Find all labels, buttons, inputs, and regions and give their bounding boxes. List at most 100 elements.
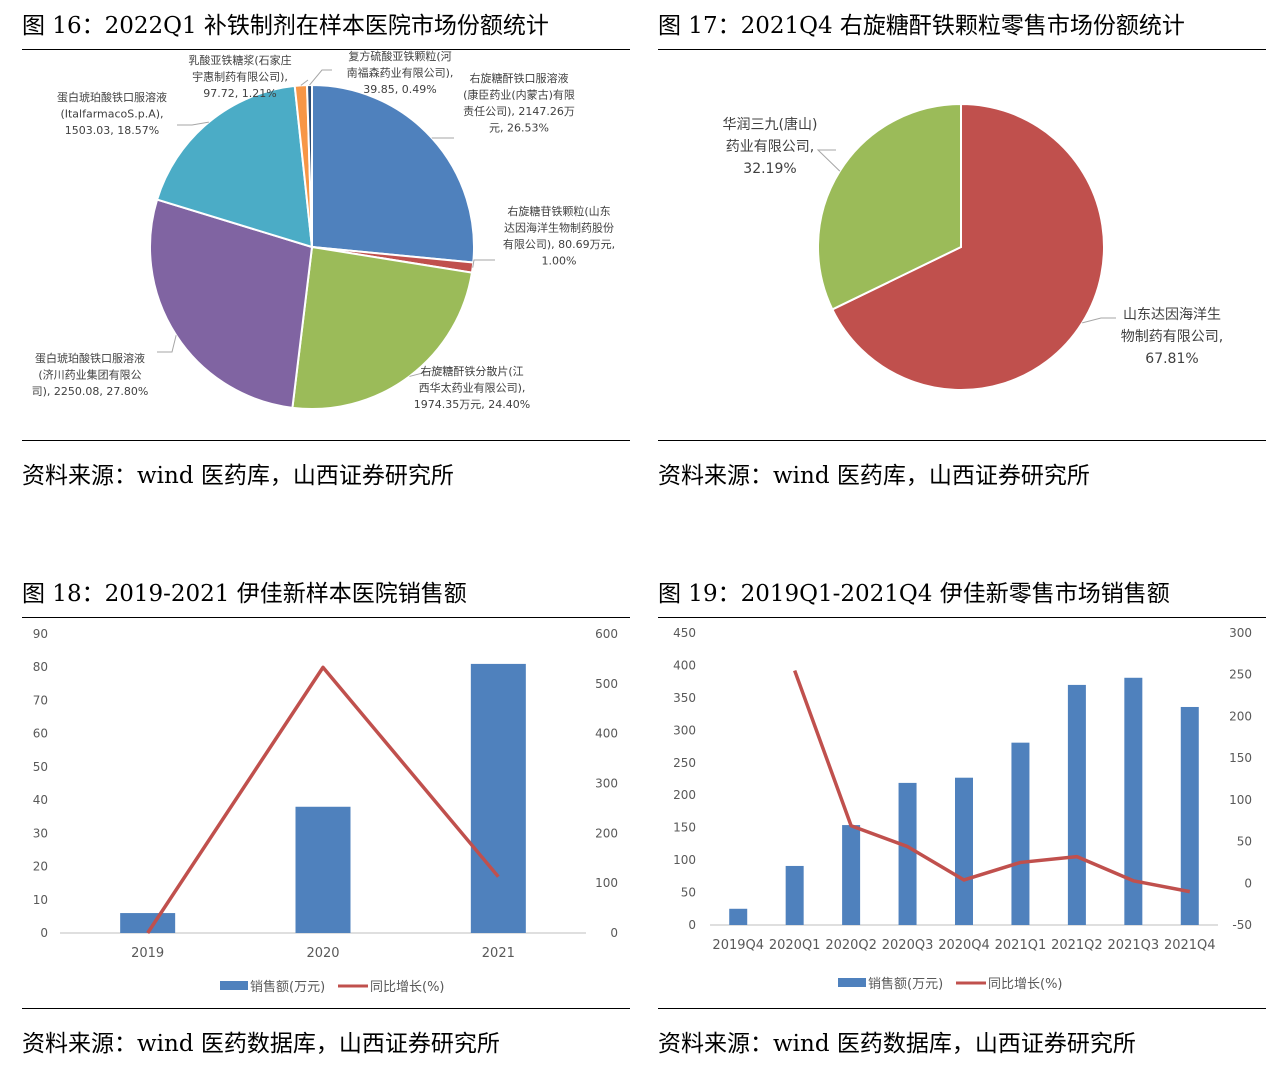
y-left-tick-label: 300 xyxy=(673,723,696,737)
y-left-tick-label: 10 xyxy=(33,893,48,907)
x-tick-label: 2020Q4 xyxy=(938,938,990,953)
y-right-tick-label: 300 xyxy=(595,777,618,791)
pie-slice xyxy=(291,245,474,410)
y-right-tick-label: 100 xyxy=(1229,793,1252,807)
slice-label: 39.85, 0.49% xyxy=(363,83,436,96)
y-right-tick-label: 0 xyxy=(1244,876,1252,890)
slice-label: 西华太药业有限公司), xyxy=(419,381,526,395)
y-right-tick-label: 200 xyxy=(595,826,618,840)
y-right-tick-label: -50 xyxy=(1232,918,1252,932)
y-left-tick-label: 50 xyxy=(681,886,696,900)
slice-label: 蛋白琥珀酸铁口服溶液 xyxy=(57,90,167,104)
y-right-tick-label: 0 xyxy=(610,926,618,940)
y-left-tick-label: 100 xyxy=(673,853,696,867)
bar xyxy=(785,865,804,925)
y-right-tick-label: 250 xyxy=(1229,668,1252,682)
slice-label: 有限公司), 80.69万元, xyxy=(503,237,615,251)
pie-slice xyxy=(305,83,313,248)
slice-label: 右旋糖苷铁颗粒(山东 xyxy=(507,204,610,218)
bar xyxy=(470,663,526,933)
slice-label: 蛋白琥珀酸铁口服溶液 xyxy=(35,351,145,365)
bar xyxy=(1180,706,1199,925)
slice-label: 乳酸亚铁糖浆(石家庄 xyxy=(188,53,291,67)
slice-label: 达因海洋生物制药股份 xyxy=(504,221,614,235)
bar xyxy=(1067,684,1086,925)
x-tick-label: 2020Q2 xyxy=(825,938,877,953)
figure-19-panel: 图 19：2019Q1-2021Q4 伊佳新零售市场销售额 0 50 100 150 2… xyxy=(658,570,1266,1070)
title-rule xyxy=(22,617,630,618)
slice-label: 67.81% xyxy=(1145,351,1198,367)
y-left-tick-label: 40 xyxy=(33,793,48,807)
slice-label: 华润三九(唐山) xyxy=(723,116,818,133)
x-tick-label: 2020Q1 xyxy=(769,938,821,953)
x-tick-label: 2021 xyxy=(482,946,515,961)
line-series xyxy=(793,669,1191,894)
y-right-tick-label: 500 xyxy=(595,677,618,691)
y-left-tick-label: 50 xyxy=(33,760,48,774)
title-rule xyxy=(658,617,1266,618)
leader-line xyxy=(177,121,209,126)
y-left-tick-label: 400 xyxy=(673,658,696,672)
slice-label: 药业有限公司, xyxy=(726,139,814,155)
x-tick-label: 2019 xyxy=(131,946,164,961)
slice-label: 1.00% xyxy=(542,255,577,268)
y-right-tick-label: 600 xyxy=(595,627,618,641)
y-left-tick-label: 60 xyxy=(33,727,48,741)
y-left-tick-label: 450 xyxy=(673,626,696,640)
bar xyxy=(120,913,176,933)
legend-swatch-bar xyxy=(838,978,866,987)
bar xyxy=(842,825,861,925)
source-rule xyxy=(658,1008,1266,1009)
y-left-tick-label: 0 xyxy=(40,926,48,940)
slice-label: (ItalfarmacoS.p.A), xyxy=(60,108,163,121)
source-note: 资料来源：wind 医药库，山西证券研究所 xyxy=(658,463,1090,489)
y-left-tick-label: 250 xyxy=(673,756,696,770)
pie-slice xyxy=(817,102,962,311)
x-tick-label: 2020 xyxy=(306,946,339,961)
legend-label: 销售额(万元) xyxy=(868,976,943,992)
figure-16-panel: 图 16：2022Q1 补铁制剂在样本医院市场份额统计 右旋糖酐铁口服溶液 (康臣… xyxy=(22,0,630,500)
y-right-tick-label: 300 xyxy=(1229,626,1252,640)
y-left-tick-label: 80 xyxy=(33,660,48,674)
legend-label: 同比增长(%) xyxy=(370,980,445,995)
slice-label: 物制药有限公司, xyxy=(1121,329,1223,345)
figure-title: 图 18：2019-2021 伊佳新样本医院销售额 xyxy=(22,581,467,607)
y-right-tick-label: 400 xyxy=(595,727,618,741)
leader-line xyxy=(300,79,309,86)
source-rule xyxy=(22,440,630,441)
figure-17-panel: 图 17：2021Q4 右旋糖酐铁颗粒零售市场份额统计 山东达因海洋生 物制药有限… xyxy=(658,0,1266,500)
slice-label: 宇惠制药有限公司), xyxy=(192,70,288,84)
title-rule xyxy=(22,49,630,50)
y-left-tick-label: 70 xyxy=(33,693,48,707)
y-right-tick-label: 100 xyxy=(595,876,618,890)
y-left-tick-label: 0 xyxy=(688,918,696,932)
bar xyxy=(955,777,973,925)
leader-line xyxy=(472,259,495,268)
source-note: 资料来源：wind 医药库，山西证券研究所 xyxy=(22,463,454,489)
leader-line xyxy=(157,335,177,353)
slice-label: (济川药业集团有限公 xyxy=(38,368,141,382)
combo-chart-figure-18: 0 10 20 30 40 50 60 70 80 90 0 100 200 300 400 500 600 20… xyxy=(33,627,618,995)
slice-label: 司), 2250.08, 27.80% xyxy=(32,385,149,398)
y-right-tick-label: 200 xyxy=(1229,709,1252,723)
y-left-tick-label: 150 xyxy=(673,821,696,835)
y-left-tick-label: 20 xyxy=(33,860,48,874)
slice-label: 责任公司), 2147.26万 xyxy=(463,105,575,118)
source-note: 资料来源：wind 医药数据库，山西证券研究所 xyxy=(22,1031,500,1057)
title-rule xyxy=(658,49,1266,50)
pie-slice xyxy=(155,84,314,249)
line-series xyxy=(146,665,500,934)
leader-line xyxy=(309,69,332,86)
bar xyxy=(295,806,351,933)
source-rule xyxy=(658,440,1266,441)
pie-slice xyxy=(311,83,475,264)
bar xyxy=(729,908,748,925)
y-right-tick-label: 150 xyxy=(1229,751,1252,765)
legend-label: 销售额(万元) xyxy=(250,979,325,995)
legend-swatch-bar xyxy=(220,981,248,990)
x-tick-label: 2019Q4 xyxy=(712,938,764,953)
leader-line xyxy=(816,149,841,172)
slice-label: 右旋糖酐铁口服溶液 xyxy=(470,71,569,85)
bar xyxy=(1124,677,1143,925)
